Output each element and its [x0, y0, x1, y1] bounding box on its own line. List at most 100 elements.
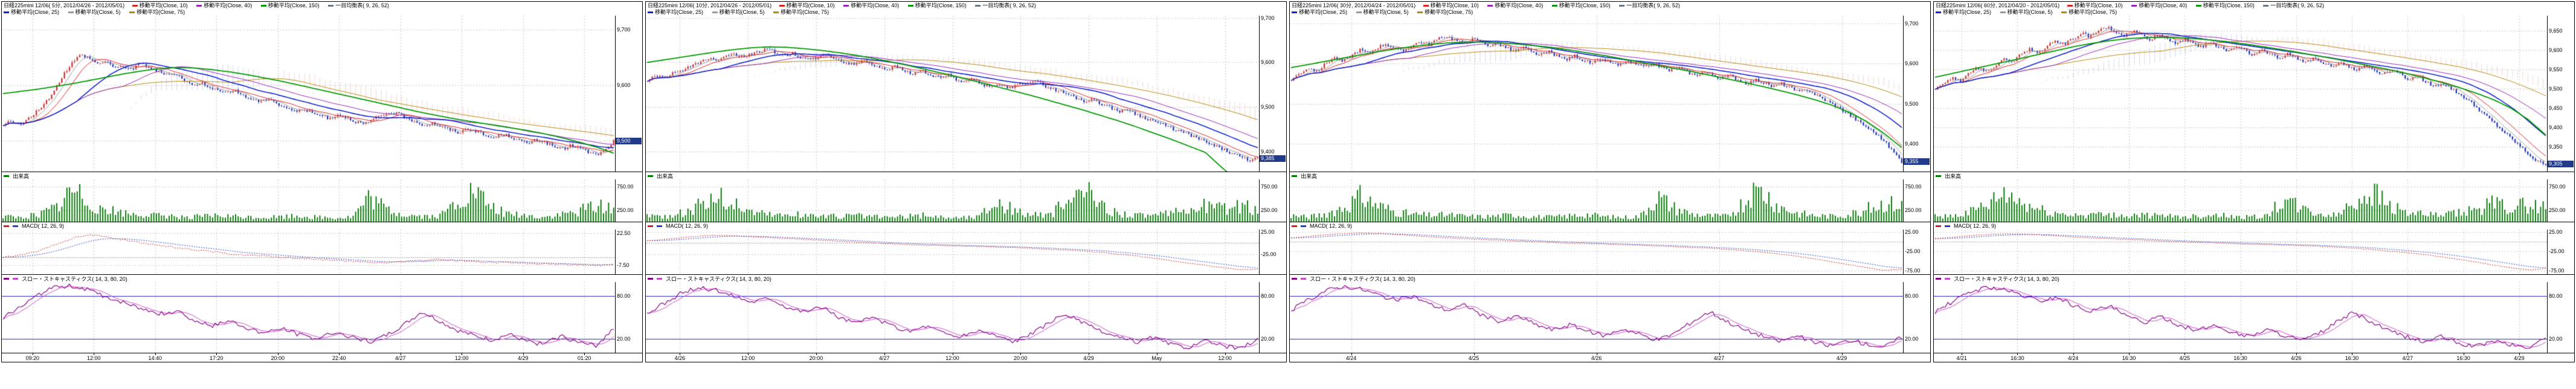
legend-label-ma10: 移動平均(Close, 10) — [139, 2, 188, 8]
macd-chart-canvas[interactable] — [1934, 230, 2547, 274]
macd-line-color-swatch — [1936, 225, 1941, 227]
legend-item-ma5: 移動平均(Close, 5) — [68, 9, 121, 15]
x-axis-label: 4/25 — [2179, 355, 2190, 361]
ma25-color-swatch — [4, 11, 9, 14]
time-axis-tick — [1351, 353, 1352, 355]
x-axis-label: 16:30 — [2233, 355, 2247, 361]
stoch-y-axis: 80.00 20.00 — [615, 282, 642, 353]
volume-chart-canvas[interactable] — [2, 179, 615, 222]
price-chart-canvas[interactable] — [1934, 16, 2547, 172]
time-axis-labels: 09:20 12:00 14:40 17:20 20:00 22:40 4/27 12:00 4… — [2, 353, 615, 362]
stoch-d-color-swatch — [13, 277, 18, 280]
stoch-k-color-swatch — [1936, 277, 1941, 280]
time-axis-tick — [1225, 353, 1226, 355]
x-axis-label: 12:00 — [454, 355, 469, 361]
macd-label-row: MACD( 12, 26, 9) — [1290, 222, 1930, 230]
x-axis-label: 12:00 — [741, 355, 755, 361]
y-axis-label: 9,600 — [1905, 60, 1919, 67]
volume-label-row: 出来高 — [646, 172, 1286, 179]
macd-section: 25.00 -25.00 -75.00 — [1290, 229, 1930, 274]
macd-chart-canvas[interactable] — [1290, 230, 1903, 274]
volume-color-swatch — [648, 175, 653, 177]
legend-label-ma40: 移動平均(Close, 40) — [1495, 2, 1544, 8]
time-axis-tick — [2519, 353, 2520, 355]
macd-label: MACD( 12, 26, 9) — [22, 223, 65, 229]
price-y-axis: 9,700 9,600 9,500 9,400 9,355 — [1903, 16, 1930, 172]
legend-item-ma5: 移動平均(Close, 5) — [2000, 9, 2053, 15]
y-axis-label: 25.00 — [1261, 228, 1275, 235]
chart-panels-container: 日経225mini 12/06( 5分, 2012/04/26 - 2012/0… — [1, 1, 2575, 362]
panel-header: 日経225mini 12/06( 10分, 2012/04/26 - 2012/… — [646, 2, 1286, 16]
time-axis-tick — [1156, 353, 1158, 355]
ma75-color-swatch — [129, 11, 135, 14]
stoch-chart-canvas[interactable] — [646, 282, 1259, 353]
ma150-color-swatch — [260, 5, 266, 7]
legend-item-ma25: 移動平均(Close, 25) — [1936, 9, 1991, 15]
x-axis-label: 16:30 — [2456, 355, 2470, 361]
price-chart-canvas[interactable] — [2, 16, 615, 172]
volume-chart-canvas[interactable] — [646, 179, 1259, 222]
x-axis-label: 20:00 — [809, 355, 823, 361]
legend-label-ma150: 移動平均(Close, 150) — [915, 2, 967, 8]
legend-label-ma5: 移動平均(Close, 5) — [719, 9, 765, 15]
legend-label-ma40: 移動平均(Close, 40) — [2139, 2, 2188, 8]
volume-chart-canvas[interactable] — [1290, 179, 1903, 222]
panel-header: 日経225mini 12/06( 30分, 2012/04/24 - 2012/… — [1290, 2, 1930, 16]
stoch-chart-canvas[interactable] — [2, 282, 615, 353]
stoch-label-row: スロー・ストキャスティクス( 14, 3, 80, 20) — [1290, 274, 1930, 282]
volume-color-swatch — [4, 175, 9, 177]
legend-item-ma40: 移動平均(Close, 40) — [2131, 2, 2187, 8]
x-axis-label: 14:40 — [148, 355, 163, 361]
time-axis-tick — [1473, 353, 1475, 355]
x-axis-label: 4/29 — [1083, 355, 1094, 361]
ma150-color-swatch — [907, 5, 913, 7]
time-axis-tick — [2296, 353, 2297, 355]
y-axis-label: 9,700 — [1905, 21, 1919, 27]
y-axis-label: 9,700 — [1261, 14, 1275, 21]
macd-chart-canvas[interactable] — [646, 230, 1259, 274]
price-y-axis: 9,650 9,600 9,550 9,500 9,450 9,400 9,350 9,305 — [2547, 16, 2574, 172]
time-axis-tick — [155, 353, 156, 355]
x-axis-label: 4/26 — [674, 355, 686, 361]
chart-title: 日経225mini 12/06( 30分, 2012/04/24 - 2012/… — [1292, 2, 1416, 8]
price-section: 9,700 9,600 9,500 9,400 9,385 — [646, 14, 1286, 172]
volume-color-swatch — [1936, 175, 1941, 177]
chart-title: 日経225mini 12/06( 60分, 2012/04/20 - 2012/… — [1936, 2, 2060, 8]
legend-item-ma40: 移動平均(Close, 40) — [1487, 2, 1543, 8]
legend-label-ichimoku: 一目均衡表( 9, 26, 52) — [335, 2, 389, 8]
volume-chart-canvas[interactable] — [1934, 179, 2547, 222]
x-axis-label: 16:30 — [2122, 355, 2136, 361]
price-chart-canvas[interactable] — [1290, 16, 1903, 172]
macd-line-color-swatch — [4, 225, 9, 227]
y-axis-label: 20.00 — [2549, 335, 2563, 342]
legend-label-ma5: 移動平均(Close, 5) — [1363, 9, 1409, 15]
stoch-chart-canvas[interactable] — [1290, 282, 1903, 353]
x-axis-label: 4/26 — [2291, 355, 2302, 361]
x-axis-label: 4/29 — [517, 355, 529, 361]
y-axis-label: 750.00 — [1261, 183, 1278, 190]
legend-item-ma75: 移動平均(Close, 75) — [773, 9, 829, 15]
y-axis-label: -25.00 — [1905, 248, 1921, 255]
macd-chart-canvas[interactable] — [2, 230, 615, 274]
y-axis-label: 250.00 — [617, 207, 634, 213]
macd-label: MACD( 12, 26, 9) — [1310, 223, 1353, 229]
volume-color-swatch — [1292, 175, 1297, 177]
ma75-color-swatch — [773, 11, 779, 14]
legend-label-ma25: 移動平均(Close, 25) — [1299, 9, 1348, 15]
x-axis-label: 01:20 — [577, 355, 591, 361]
volume-label: 出来高 — [13, 173, 30, 179]
stoch-d-color-swatch — [1945, 277, 1950, 280]
legend-item-ma150: 移動平均(Close, 150) — [2195, 2, 2255, 8]
stoch-section: 80.00 20.00 — [1290, 282, 1930, 353]
legend-label-ma25: 移動平均(Close, 25) — [1943, 9, 1992, 15]
volume-y-axis: 750.00 250.00 — [615, 179, 642, 222]
macd-section: 25.00 -25.00 — [646, 228, 1286, 274]
macd-signal-color-swatch — [13, 225, 18, 227]
price-chart-canvas[interactable] — [646, 16, 1259, 172]
stoch-chart-canvas[interactable] — [1934, 282, 2547, 353]
time-axis-tick — [816, 353, 817, 355]
y-axis-label: 9,650 — [2549, 28, 2563, 34]
time-axis-tick — [2407, 353, 2409, 355]
time-axis: 4/24 4/25 4/26 4/27 4/29 — [1290, 353, 1930, 362]
